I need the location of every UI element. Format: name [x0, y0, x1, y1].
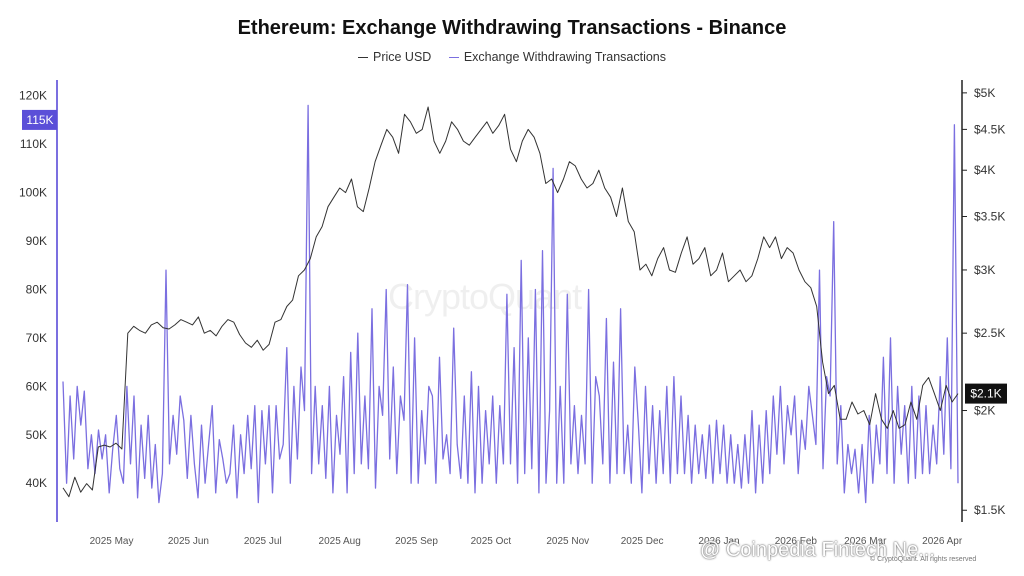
right-tick-label: $3.5K: [974, 210, 1005, 224]
legend-item-withdrawing[interactable]: Exchange Withdrawing Transactions: [448, 50, 666, 64]
left-tick-label: 70K: [26, 331, 47, 345]
left-tick-label: 50K: [26, 428, 47, 442]
right-tick-label: $1.5K: [974, 503, 1005, 517]
coinpedia-overlay: @ Coinpedia Fintech Ne...: [700, 539, 935, 561]
left-tick-label: 110K: [20, 137, 47, 151]
x-tick-label: 2026 Mar: [844, 536, 887, 547]
x-tick-label: 2025 Nov: [546, 536, 589, 547]
right-tick-label: $4.5K: [974, 122, 1005, 136]
x-tick-label: 2026 Feb: [775, 536, 818, 547]
right-axis: $1.5K $2K $2.5K $3K $3.5K $4K $4.5K $5K: [961, 80, 1005, 522]
left-tick-label: 90K: [26, 234, 47, 248]
left-current-badge: [22, 109, 57, 130]
x-tick-label: 2025 Aug: [319, 536, 361, 547]
x-tick-label: 2026 Apr: [922, 536, 963, 547]
right-tick-label: $4K: [974, 163, 995, 177]
legend-label-price: Price USD: [372, 50, 432, 64]
series-group: [62, 104, 959, 504]
left-axis: 40K 50K 60K 70K 80K 90K 100K 110K 120K: [19, 80, 58, 522]
right-tick-label: $5K: [974, 86, 995, 100]
legend-swatch-price: [357, 57, 368, 59]
legend-label-withdrawing: Exchange Withdrawing Transactions: [463, 50, 666, 64]
x-tick-label: 2025 Dec: [621, 536, 664, 547]
x-tick-label: 2025 Jun: [168, 536, 209, 547]
legend-item-price[interactable]: Price USD: [357, 50, 432, 64]
left-current-badge-text: 115K: [26, 113, 53, 127]
right-current-badge: [965, 383, 1007, 404]
legend-swatch-withdrawing: [448, 57, 459, 59]
left-tick-label: 100K: [19, 186, 47, 200]
x-axis: 2025 May 2025 Jun 2025 Jul 2025 Aug 2025 Sep…: [90, 536, 963, 547]
right-tick-label: $2K: [974, 404, 995, 418]
left-tick-label: 120K: [19, 89, 47, 103]
x-tick-label: 2025 May: [90, 536, 134, 547]
price-usd-line: [62, 106, 959, 498]
left-tick-label: 40K: [26, 476, 47, 490]
right-tick-label: $3K: [974, 263, 995, 277]
right-current-badge-text: $2.1K: [970, 387, 1001, 401]
legend: Price USD Exchange Withdrawing Transacti…: [0, 50, 1024, 64]
x-tick-label: 2026 Jan: [698, 536, 739, 547]
right-tick-label: $2.5K: [974, 326, 1005, 340]
x-tick-label: 2025 Oct: [471, 536, 512, 547]
withdrawing-transactions-line: [62, 104, 959, 504]
x-tick-label: 2025 Sep: [395, 536, 438, 547]
left-tick-label: 80K: [26, 282, 47, 296]
left-tick-label: 60K: [26, 379, 47, 393]
chart-title: Ethereum: Exchange Withdrawing Transacti…: [237, 17, 787, 39]
x-tick-label: 2025 Jul: [244, 536, 282, 547]
copyright-text: © CryptoQuant. All rights reserved: [870, 556, 977, 563]
value-badges: 115K $2.1K: [22, 109, 1007, 404]
